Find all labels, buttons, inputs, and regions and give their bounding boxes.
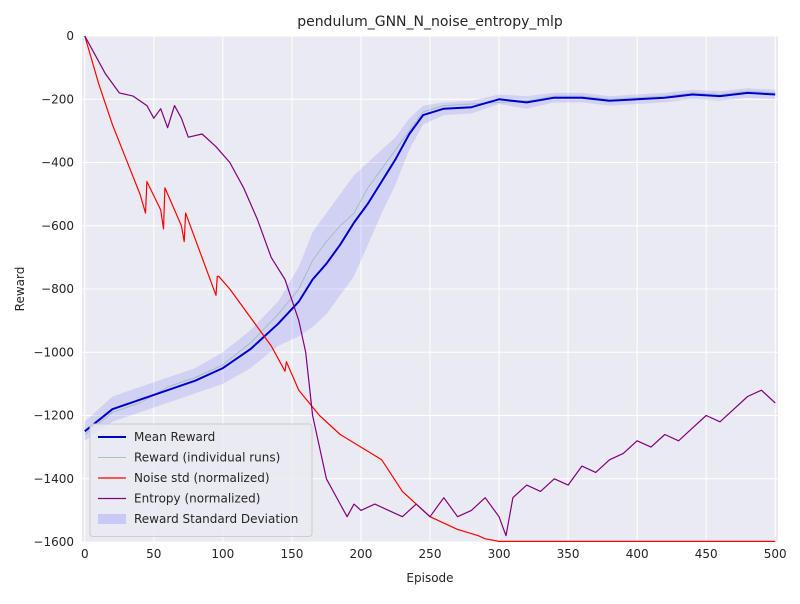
x-tick-label: 500 <box>764 547 787 561</box>
legend-box <box>89 423 313 537</box>
legend-label: Noise std (normalized) <box>134 471 270 485</box>
y-tick-label: −1200 <box>33 409 74 423</box>
legend-label: Reward (individual runs) <box>134 451 280 465</box>
series-layer <box>84 35 776 543</box>
legend-swatch <box>98 514 126 524</box>
legend-label: Entropy (normalized) <box>134 492 260 506</box>
x-tick-label: 350 <box>557 547 580 561</box>
entropy-line <box>84 35 776 537</box>
x-tick-label: 150 <box>280 547 303 561</box>
y-tick-label: 0 <box>66 29 74 43</box>
band-layer <box>84 88 776 441</box>
y-tick-label: −400 <box>41 156 74 170</box>
noise-std-line <box>84 35 776 543</box>
x-tick-label: 300 <box>488 547 511 561</box>
mean-reward-line <box>84 91 776 433</box>
individual-runs-line <box>84 90 776 435</box>
x-tick-label: 250 <box>419 547 442 561</box>
y-tick-label: −200 <box>41 92 74 106</box>
y-tick-label: −1400 <box>33 472 74 486</box>
x-tick-label: 0 <box>81 547 89 561</box>
legend-label: Mean Reward <box>134 430 215 444</box>
x-axis-label: Episode <box>406 571 453 585</box>
y-tick-label: −600 <box>41 219 74 233</box>
x-tick-label: 50 <box>146 547 161 561</box>
std-band <box>84 88 776 441</box>
legend: Mean Reward Reward (individual runs) Noise… <box>89 423 313 537</box>
x-tick-label: 450 <box>695 547 718 561</box>
y-tick-label: −1600 <box>33 535 74 549</box>
y-axis-label: Reward <box>13 267 27 312</box>
x-tick-label: 200 <box>349 547 372 561</box>
grid <box>82 35 778 543</box>
x-tick-label: 100 <box>211 547 234 561</box>
legend-label: Reward Standard Deviation <box>134 512 298 526</box>
x-tick-label: 400 <box>626 547 649 561</box>
y-tick-label: −1000 <box>33 345 74 359</box>
tick-labels: 0 50 100 150 200 250 300 350 400 450 500 0 −200 −400 −… <box>33 29 786 561</box>
chart-title: pendulum_GNN_N_noise_entropy_mlp <box>297 14 563 30</box>
y-tick-label: −800 <box>41 282 74 296</box>
